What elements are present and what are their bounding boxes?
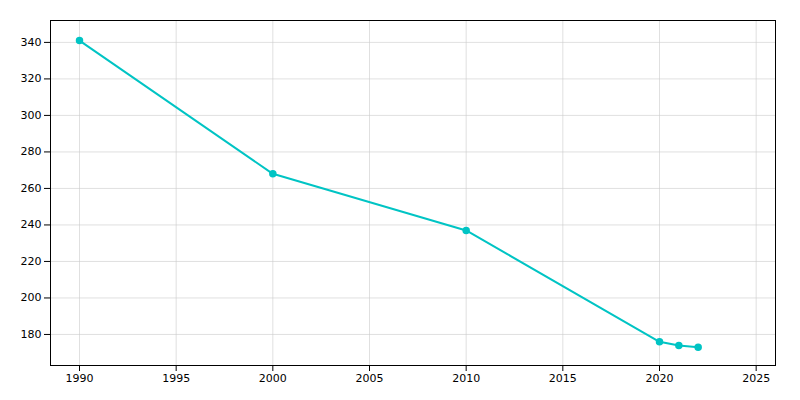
svg-text:200: 200 — [21, 291, 42, 304]
svg-text:2025: 2025 — [742, 372, 770, 385]
svg-text:2020: 2020 — [646, 372, 674, 385]
svg-text:2010: 2010 — [452, 372, 480, 385]
svg-text:280: 280 — [21, 145, 42, 158]
svg-text:300: 300 — [21, 109, 42, 122]
svg-text:320: 320 — [21, 72, 42, 85]
svg-text:340: 340 — [21, 36, 42, 49]
svg-text:2005: 2005 — [356, 372, 384, 385]
svg-text:2000: 2000 — [259, 372, 287, 385]
svg-text:260: 260 — [21, 182, 42, 195]
svg-text:1990: 1990 — [66, 372, 94, 385]
svg-text:2015: 2015 — [549, 372, 577, 385]
svg-text:220: 220 — [21, 255, 42, 268]
svg-text:1995: 1995 — [162, 372, 190, 385]
svg-text:240: 240 — [21, 218, 42, 231]
svg-text:180: 180 — [21, 328, 42, 341]
